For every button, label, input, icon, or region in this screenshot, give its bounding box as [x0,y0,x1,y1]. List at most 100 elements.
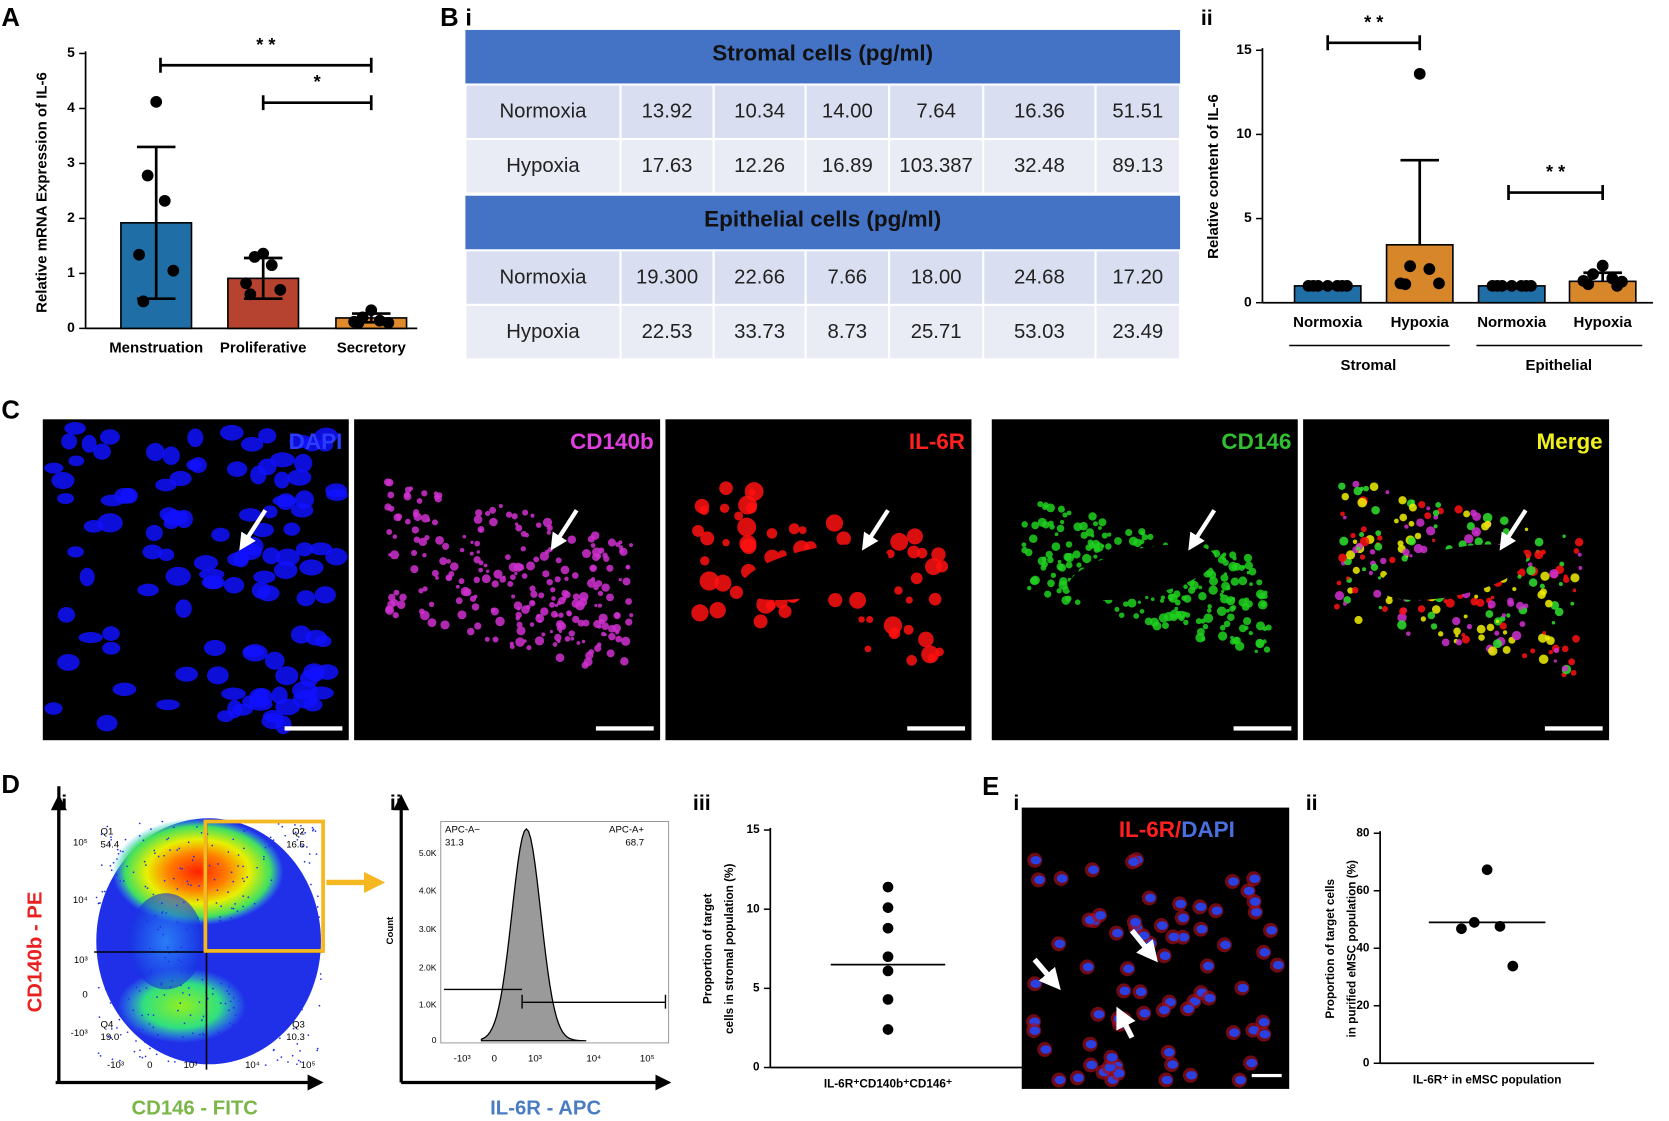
signal [1184,612,1191,618]
event [292,832,295,835]
event [299,888,302,890]
event [261,953,264,955]
event [144,1055,147,1058]
table-cell [714,85,805,138]
nucleus [1138,931,1150,941]
signal [408,486,414,491]
quadrant-value: 19.0 [101,1032,120,1043]
table-cell-text: 14.00 [822,101,873,123]
nucleus [1123,964,1134,973]
y-tick-label: 5 [1244,209,1252,225]
event [161,912,163,914]
nucleus [114,487,136,504]
event [242,847,245,850]
event [234,903,237,905]
nucleus [1195,902,1207,912]
signal [729,585,744,599]
event [226,990,229,992]
signal [570,636,575,641]
event [240,985,243,988]
signal [1082,553,1092,564]
signal [1241,603,1250,611]
scale-bar [1544,726,1603,731]
table-cell [621,140,713,193]
arrow [1499,509,1528,551]
signal [1572,634,1580,643]
event [163,994,166,996]
table-cell [806,251,888,304]
event [287,1061,289,1063]
event [110,869,113,872]
event [314,830,317,833]
table-cell [621,305,713,359]
signal [1141,534,1148,541]
signal [1397,620,1407,630]
event [260,936,262,938]
table-cell [714,251,805,304]
nucleus [1130,917,1141,927]
signal [1137,600,1142,604]
stain-label: DAPI [289,429,343,454]
signal [1385,597,1393,605]
signal [1527,562,1533,567]
event [308,862,311,864]
event [101,932,103,935]
nucleus [253,570,276,584]
nucleus [1030,855,1042,865]
signal [714,574,732,592]
signal [446,559,451,564]
nucleus [1178,913,1189,923]
event [227,953,229,956]
signal [1374,542,1383,551]
signal [1202,623,1209,630]
event [317,895,319,898]
signal [1125,528,1133,537]
signal [1574,538,1584,547]
signal [1377,576,1382,580]
stain-label: IL-6R/DAPI [1119,817,1235,842]
nucleus [308,686,334,700]
event [167,837,170,840]
event [280,1056,283,1058]
signal [1209,576,1218,586]
signal [541,632,546,637]
data-point [882,951,894,963]
table-header [465,195,1181,250]
y-tick-label: 5 [753,981,760,994]
nucleus [1228,877,1239,886]
event [123,964,126,967]
signal [788,523,800,535]
event [219,1034,221,1036]
nucleus [51,471,75,490]
event [100,833,103,836]
signal [753,614,768,629]
data-point [1413,67,1426,80]
event [256,866,258,869]
signal [1399,607,1407,615]
signal [458,578,465,585]
event [187,883,190,886]
signal [629,613,634,618]
significance-label: * * [1546,162,1566,182]
event [269,1020,272,1023]
y-tick-label: 4.0K [419,885,437,895]
signal [1098,526,1102,530]
signal [593,620,602,629]
event [294,823,296,826]
signal [442,542,450,550]
signal [1101,532,1108,539]
signal [613,612,621,620]
event [119,1059,121,1062]
nucleus [240,436,264,452]
event [181,1056,184,1059]
event [211,993,214,995]
nucleus [1220,940,1231,950]
signal [404,518,411,525]
signal [1378,605,1383,610]
signal [1058,563,1067,572]
signal [1183,594,1192,603]
signal [606,649,615,658]
signal [1523,603,1529,609]
signal [748,488,756,497]
signal [571,572,579,579]
